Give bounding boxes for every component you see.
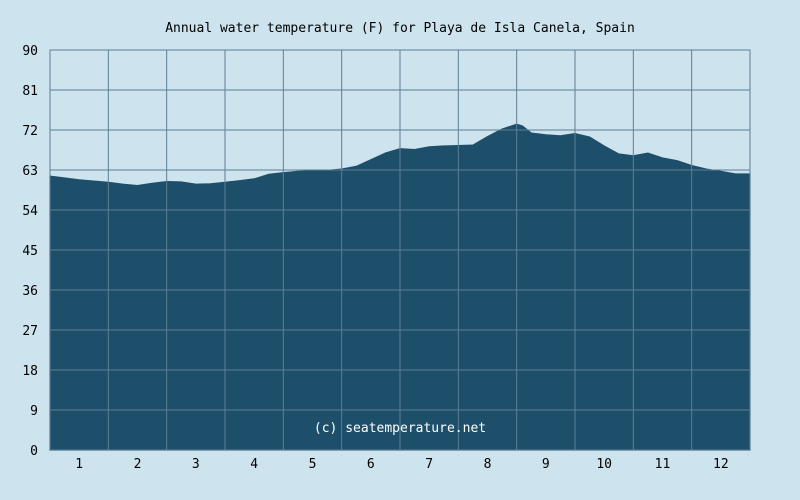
x-tick-label: 11 <box>655 457 671 472</box>
y-tick-label: 36 <box>22 284 38 299</box>
x-tick-label: 7 <box>425 457 433 472</box>
y-tick-label: 27 <box>22 324 38 339</box>
watermark: (c) seatemperature.net <box>314 421 486 436</box>
y-tick-label: 72 <box>22 124 38 139</box>
x-tick-label: 10 <box>596 457 612 472</box>
x-tick-label: 1 <box>75 457 83 472</box>
x-tick-label: 2 <box>134 457 142 472</box>
y-tick-label: 63 <box>22 164 38 179</box>
plot-border <box>49 49 751 451</box>
y-tick-label: 81 <box>22 84 38 99</box>
x-tick-label: 3 <box>192 457 200 472</box>
y-tick-label: 0 <box>30 444 38 459</box>
x-tick-label: 6 <box>367 457 375 472</box>
x-tick-label: 4 <box>250 457 258 472</box>
x-tick-label: 8 <box>484 457 492 472</box>
y-tick-label: 45 <box>22 244 38 259</box>
y-tick-label: 18 <box>22 364 38 379</box>
x-tick-label: 5 <box>309 457 317 472</box>
x-tick-label: 12 <box>713 457 729 472</box>
y-tick-label: 9 <box>30 404 38 419</box>
x-tick-label: 9 <box>542 457 550 472</box>
chart-title: Annual water temperature (F) for Playa d… <box>165 21 635 36</box>
y-tick-label: 90 <box>22 44 38 59</box>
y-tick-label: 54 <box>22 204 38 219</box>
